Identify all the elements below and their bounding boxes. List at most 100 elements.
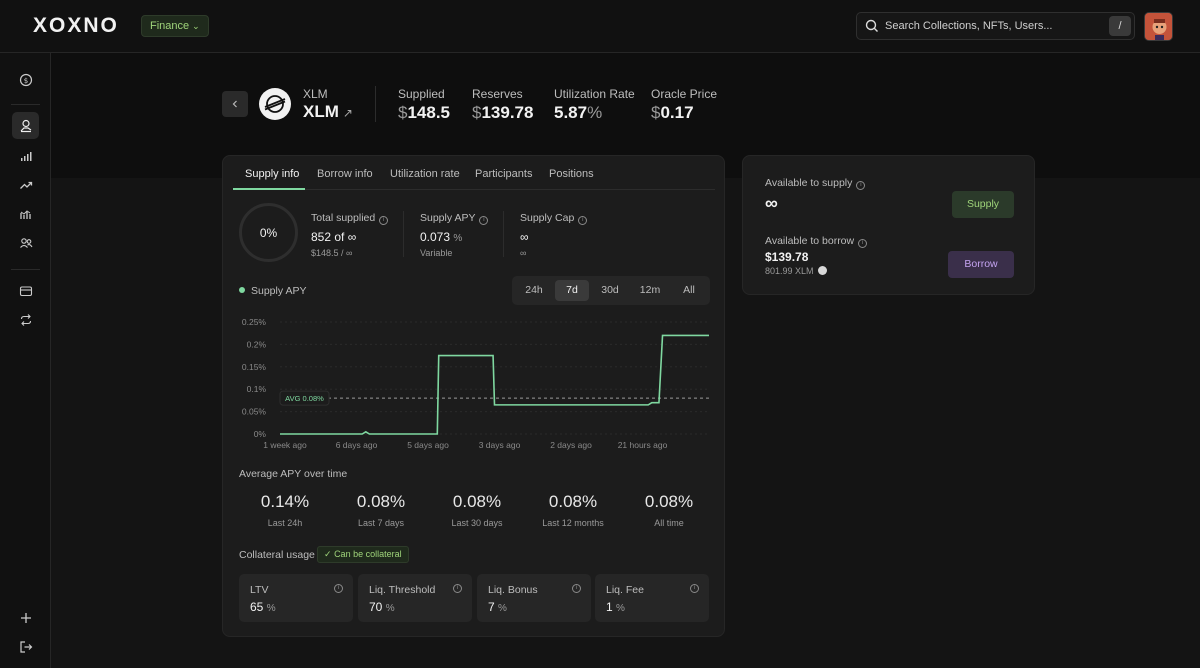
supply-apy-sub: Variable bbox=[420, 248, 453, 258]
range-24h[interactable]: 24h bbox=[525, 284, 543, 296]
tab-bar: Supply info Borrow info Utilization rate… bbox=[233, 156, 715, 190]
stat-oracle-price: Oracle Price $0.17 bbox=[651, 87, 717, 123]
avg-apy-label: Last 7 days bbox=[357, 518, 405, 528]
sidebar-item-analytics[interactable] bbox=[12, 200, 39, 227]
y-tick-label: 0.25% bbox=[242, 317, 267, 327]
borrow-button[interactable]: Borrow bbox=[948, 251, 1014, 278]
sidebar-item-logout[interactable] bbox=[12, 633, 39, 660]
sidebar-item-stats[interactable] bbox=[12, 142, 39, 169]
supply-apy-label: Supply APY bbox=[420, 212, 476, 224]
x-tick-label: 6 days ago bbox=[336, 440, 378, 450]
supply-progress-ring: 0% bbox=[239, 203, 298, 262]
stat-value: 148.5 bbox=[407, 103, 451, 122]
metric-liq-fee: Liq. Fee i 1 % bbox=[595, 574, 709, 622]
sidebar-item-dollar[interactable]: $ bbox=[12, 66, 39, 93]
supply-apy-unit: % bbox=[453, 233, 463, 244]
sidebar-item-add[interactable] bbox=[12, 604, 39, 631]
available-supply-value: ∞ bbox=[765, 193, 778, 213]
top-bar: XOXNO Finance⌄ / bbox=[0, 0, 1200, 53]
info-icon[interactable]: i bbox=[479, 216, 489, 225]
info-icon[interactable]: i bbox=[690, 584, 699, 593]
series-line bbox=[280, 334, 709, 435]
supply-apy-chart: 0% 0.05% 0.1% 0.15% 0.2% 0.25% 1 week ago 6 day… bbox=[242, 317, 709, 450]
tab-supply-info[interactable]: Supply info bbox=[245, 168, 300, 180]
stat-value: 5.87 bbox=[554, 103, 588, 122]
tab-participants[interactable]: Participants bbox=[475, 168, 533, 180]
divider bbox=[403, 211, 404, 257]
available-borrow-label: Available to borrow bbox=[765, 235, 855, 247]
total-supplied-sub: $148.5 / ∞ bbox=[311, 248, 353, 258]
dollar-icon: $ bbox=[19, 73, 32, 86]
avg-apy-all: 0.08% All time bbox=[624, 492, 714, 528]
range-30d[interactable]: 30d bbox=[601, 284, 619, 296]
back-button[interactable] bbox=[222, 91, 248, 117]
svg-text:$: $ bbox=[23, 77, 27, 85]
x-tick-label: 21 hours ago bbox=[618, 440, 668, 450]
actions-card: Available to supply i ∞ Supply Available … bbox=[742, 155, 1035, 295]
tab-positions[interactable]: Positions bbox=[549, 168, 594, 180]
divider bbox=[503, 211, 504, 257]
avg-apy-value: 0.08% bbox=[452, 492, 502, 511]
metric-unit: % bbox=[616, 603, 625, 614]
avg-apy-label: Last 24h bbox=[267, 518, 303, 528]
sidebar-item-trending[interactable] bbox=[12, 171, 39, 198]
total-supplied-value: 852 of ∞ bbox=[311, 230, 357, 244]
info-icon[interactable]: i bbox=[572, 584, 581, 593]
metric-unit: % bbox=[266, 603, 276, 614]
search-input[interactable] bbox=[885, 17, 1105, 35]
active-tab-indicator bbox=[233, 188, 305, 190]
stat-currency: $ bbox=[398, 103, 408, 122]
metric-liq-threshold: Liq. Threshold i 70 % bbox=[358, 574, 472, 622]
info-icon[interactable]: i bbox=[453, 584, 462, 593]
total-supplied: Total supplied i 852 of ∞ $148.5 / ∞ bbox=[311, 212, 389, 258]
sidebar-item-users[interactable] bbox=[12, 229, 39, 256]
trending-up-icon bbox=[19, 181, 32, 189]
avg-apy-value: 0.08% bbox=[644, 492, 694, 511]
tab-borrow-info[interactable]: Borrow info bbox=[317, 168, 373, 180]
supply-button[interactable]: Supply bbox=[952, 191, 1014, 218]
time-range-selector: 24h 7d 30d 12m All bbox=[512, 276, 710, 305]
supply-apy-value: 0.073 bbox=[420, 230, 451, 244]
sidebar-item-lending[interactable] bbox=[12, 112, 39, 139]
tab-utilization-rate[interactable]: Utilization rate bbox=[390, 168, 460, 180]
sidebar-item-swap[interactable] bbox=[12, 306, 39, 333]
available-borrow-sub: 801.99 XLM bbox=[765, 266, 827, 276]
available-borrow: Available to borrow i bbox=[765, 235, 868, 248]
average-label-box bbox=[279, 390, 330, 406]
x-tick-label: 5 days ago bbox=[407, 440, 449, 450]
info-icon[interactable]: i bbox=[858, 239, 868, 248]
y-tick-label: 0.15% bbox=[242, 362, 267, 372]
stat-value: 139.78 bbox=[481, 103, 534, 122]
xoxno-logo[interactable]: XOXNO bbox=[33, 14, 119, 37]
asset-symbol-label: XLM bbox=[303, 87, 328, 101]
sidebar-divider bbox=[11, 104, 40, 105]
sidebar-item-wallet[interactable] bbox=[12, 277, 39, 304]
info-icon[interactable]: i bbox=[334, 584, 343, 593]
metric-value: 7 bbox=[488, 600, 495, 614]
search-bar[interactable]: / bbox=[856, 12, 1135, 40]
user-avatar[interactable] bbox=[1144, 12, 1173, 41]
range-12m[interactable]: 12m bbox=[639, 284, 661, 296]
range-7d[interactable]: 7d bbox=[555, 280, 589, 301]
avg-apy-24h: 0.14% Last 24h bbox=[240, 492, 330, 528]
chevron-down-icon: ⌄ bbox=[192, 21, 200, 31]
metric-label: Liq. Threshold bbox=[369, 584, 436, 596]
range-all[interactable]: All bbox=[683, 284, 695, 296]
asset-symbol-link[interactable]: XLM ↗ bbox=[303, 102, 353, 122]
info-icon[interactable]: i bbox=[856, 181, 866, 190]
y-tick-label: 0.1% bbox=[247, 384, 267, 394]
supply-cap-sub: ∞ bbox=[520, 248, 527, 258]
sidebar-divider bbox=[11, 269, 40, 270]
legend-dot bbox=[239, 287, 245, 293]
stat-supplied: Supplied $148.5 bbox=[398, 87, 450, 123]
info-icon[interactable]: i bbox=[379, 216, 389, 225]
available-borrow-value: $139.78 bbox=[765, 250, 809, 264]
stat-label: Reserves bbox=[472, 87, 523, 101]
metric-value: 70 bbox=[369, 600, 383, 614]
section-selector[interactable]: Finance ⌄ bbox=[141, 15, 209, 37]
supply-cap-value: ∞ bbox=[520, 230, 529, 244]
info-icon[interactable]: i bbox=[578, 216, 588, 225]
metric-ltv: LTV i 65 % bbox=[239, 574, 353, 622]
analytics-icon bbox=[19, 209, 31, 219]
total-supplied-label: Total supplied bbox=[311, 212, 376, 224]
